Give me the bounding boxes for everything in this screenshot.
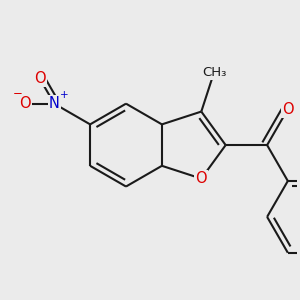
Text: O: O (282, 102, 294, 117)
Text: +: + (60, 91, 69, 100)
Text: O: O (34, 71, 46, 86)
Text: O: O (196, 171, 207, 186)
Text: O: O (20, 96, 31, 111)
Text: −: − (13, 87, 22, 100)
Text: CH₃: CH₃ (202, 66, 226, 79)
Text: N: N (49, 96, 60, 111)
